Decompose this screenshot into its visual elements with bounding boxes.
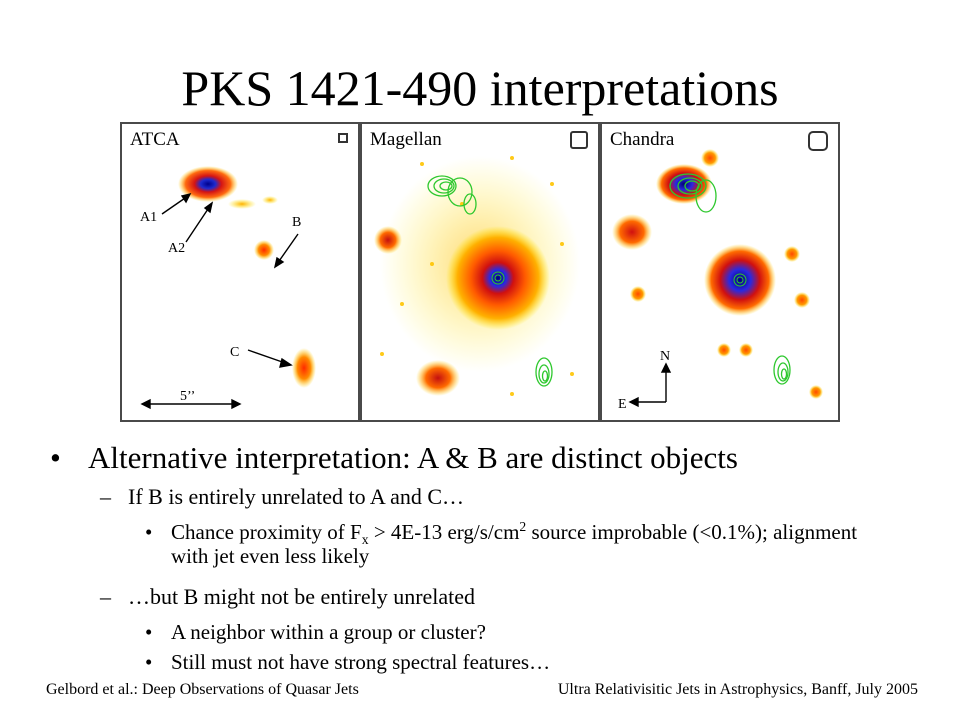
dash-icon: –	[100, 484, 111, 509]
label-a1: A1	[140, 210, 157, 225]
panel-label-magellan: Magellan	[370, 129, 442, 150]
label-b: B	[292, 215, 301, 230]
compass-north-label: N	[660, 349, 670, 364]
label-a2: A2	[168, 241, 185, 256]
bullet-icon: •	[145, 620, 153, 644]
psf-icon	[570, 131, 588, 149]
panel-label-atca: ATCA	[130, 129, 180, 150]
dash-icon: –	[100, 584, 111, 609]
compass-east-label: E	[618, 397, 627, 412]
magellan-panel: Magellan	[360, 122, 600, 422]
chandra-xray-image: N E	[612, 149, 823, 412]
beam-icon	[338, 133, 348, 143]
bullet-icon: •	[145, 520, 153, 544]
chandra-panel: N E Chandra	[600, 122, 840, 422]
psf-icon	[808, 131, 828, 151]
magellan-optical-image	[374, 156, 580, 396]
atca-radio-image: A1 A2 B C 5’’	[140, 166, 316, 410]
footer-left: Gelbord et al.: Deep Observations of Qua…	[46, 681, 359, 698]
page-title: PKS 1421-490 interpretations	[181, 60, 779, 116]
label-c: C	[230, 345, 239, 360]
bullet-icon: •	[50, 440, 61, 475]
bullet-icon: •	[145, 650, 153, 674]
scale-label: 5’’	[180, 389, 195, 404]
atca-panel: A1 A2 B C 5’’ ATCA	[120, 122, 360, 422]
compass-icon	[628, 362, 672, 408]
footer-right: Ultra Relativisitic Jets in Astrophysics…	[557, 681, 918, 698]
image-panels: A1 A2 B C 5’’ ATCA	[120, 122, 840, 422]
panel-label-chandra: Chandra	[610, 129, 675, 150]
